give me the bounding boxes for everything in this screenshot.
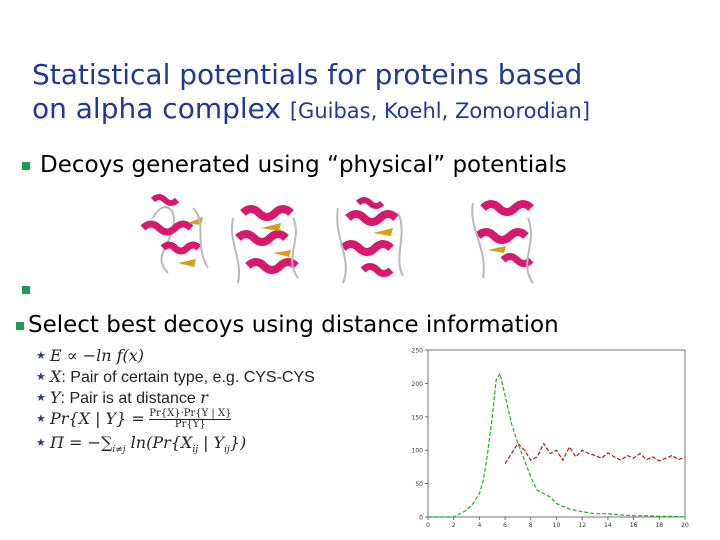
formula-y-symbol: Y xyxy=(50,388,61,407)
bullet-square-icon xyxy=(22,285,30,294)
x-tick-label: 12 xyxy=(578,522,586,529)
star-icon: ★ xyxy=(36,371,46,383)
formula-pi-end: }) xyxy=(229,433,247,452)
formula-pi-sub2: ij xyxy=(192,445,198,456)
star-icon: ★ xyxy=(36,413,46,425)
bullet-select-text: Select best decoys using distance inform… xyxy=(28,312,559,338)
title-line-2-text: on alpha complex xyxy=(32,92,281,125)
x-tick-label: 0 xyxy=(426,522,430,529)
distance-histogram-chart: 0 50 100 150 200 250 0 2 4 6 8 10 12 14 16 18 20 xyxy=(412,348,689,530)
formula-x-text: : Pair of certain type, e.g. CYS-CYS xyxy=(61,369,315,386)
x-tick-label: 4 xyxy=(477,522,481,529)
formula-list: ★ E ∝ −ln f(x) ★ X: Pair of certain type, … xyxy=(36,346,396,456)
formula-x-def: ★ X: Pair of certain type, e.g. CYS-CYS xyxy=(36,367,396,388)
protein-decoy-3 xyxy=(336,197,404,284)
x-tick-label: 18 xyxy=(655,522,663,529)
formula-bayes-numerator: Pr{X}·Pr{Y | X} xyxy=(149,408,232,421)
y-tick-label: 0 xyxy=(419,515,423,522)
formula-bayes-denominator: Pr{Y} xyxy=(174,419,206,431)
star-icon: ★ xyxy=(36,437,46,449)
formula-bayes-lhs: Pr{X | Y} = xyxy=(50,409,145,428)
x-tick-label: 20 xyxy=(681,522,689,529)
x-tick-label: 14 xyxy=(604,522,612,529)
x-tick-label: 8 xyxy=(529,522,533,529)
protein-decoy-images xyxy=(140,194,534,284)
y-tick-label: 200 xyxy=(412,381,424,388)
y-tick-label: 50 xyxy=(415,481,423,488)
x-tick-label: 6 xyxy=(503,522,507,529)
x-tick-label: 2 xyxy=(452,522,456,529)
title-line-1: Statistical potentials for proteins base… xyxy=(32,58,583,91)
formula-pi-mid: | Y xyxy=(197,433,225,452)
formula-y-text: : Pair is at distance xyxy=(60,390,201,407)
title-citation: [Guibas, Koehl, Zomorodian] xyxy=(289,99,591,123)
formula-y-def: ★ Y: Pair is at distance r xyxy=(36,388,396,409)
series-line-1 xyxy=(428,371,686,518)
bullet-empty xyxy=(22,276,40,302)
x-tick-label: 10 xyxy=(553,522,561,529)
formula-x-symbol: X xyxy=(50,367,62,386)
bullet-select: Select best decoys using distance inform… xyxy=(16,312,559,338)
formula-bayes-fraction: Pr{X}·Pr{Y | X} Pr{Y} xyxy=(149,408,232,431)
y-tick-label: 100 xyxy=(412,448,424,455)
formula-pi-sub3: ij xyxy=(224,445,230,456)
formula-pi-sub: i≠j xyxy=(112,445,126,456)
protein-decoy-4 xyxy=(471,200,534,284)
bullet-square-icon xyxy=(16,321,24,330)
formula-pi: ★ Π = −∑i≠j ln(Pr{Xij | Yij}) xyxy=(36,433,396,456)
star-icon: ★ xyxy=(36,350,46,362)
y-tick-label: 150 xyxy=(412,414,424,421)
formula-energy-text: E ∝ −ln f(x) xyxy=(50,346,145,365)
slide-title: Statistical potentials for proteins base… xyxy=(32,58,712,128)
bullet-decoys: Decoys generated using “physical” potent… xyxy=(22,152,567,178)
bullet-square-icon xyxy=(22,161,30,170)
formula-pi-lhs: Π = −∑ xyxy=(50,433,113,452)
star-icon: ★ xyxy=(36,392,46,404)
formula-energy: ★ E ∝ −ln f(x) xyxy=(36,346,396,367)
protein-decoy-1 xyxy=(140,194,209,274)
protein-decoy-2 xyxy=(231,205,299,284)
formula-y-tail: r xyxy=(200,388,208,407)
formula-bayes: ★ Pr{X | Y} = Pr{X}·Pr{Y | X} Pr{Y} xyxy=(36,409,396,433)
title-line-2: on alpha complex [Guibas, Koehl, Zomorod… xyxy=(32,92,712,128)
y-tick-label: 250 xyxy=(412,348,424,355)
x-tick-label: 16 xyxy=(630,522,638,529)
series-line-2 xyxy=(504,442,686,464)
bullet-decoys-text: Decoys generated using “physical” potent… xyxy=(40,152,567,178)
plot-frame xyxy=(427,349,686,518)
formula-pi-text: ln(Pr{X xyxy=(125,433,193,452)
